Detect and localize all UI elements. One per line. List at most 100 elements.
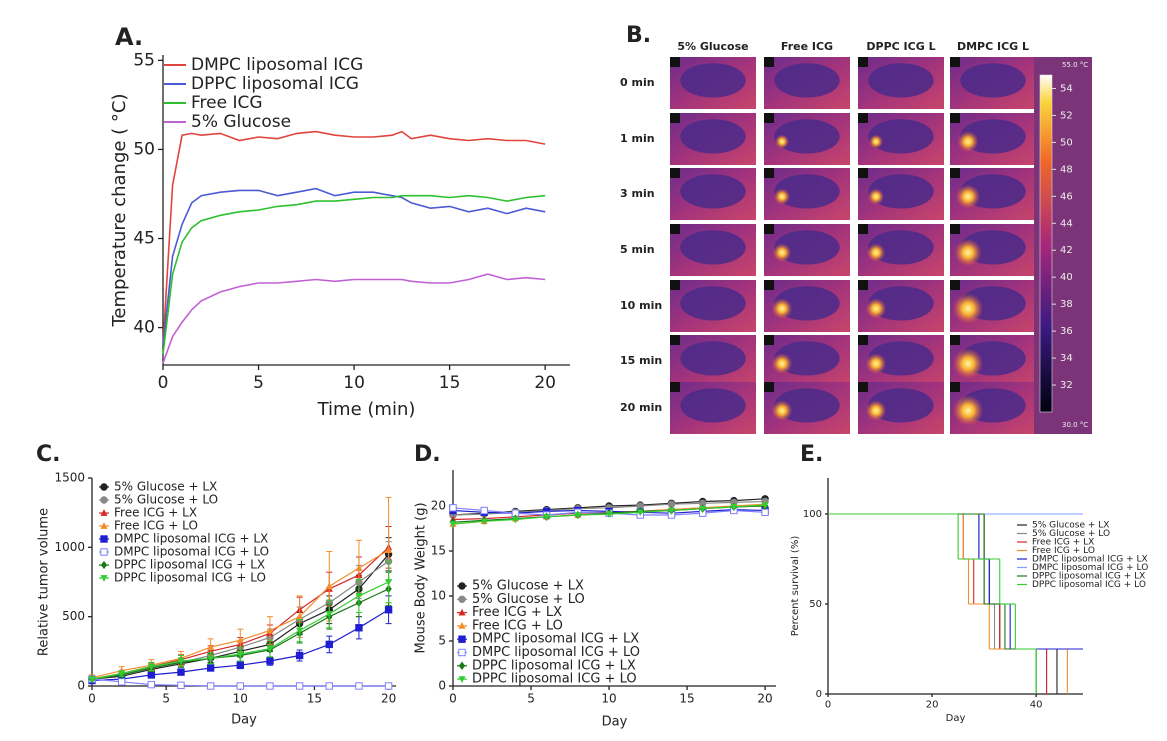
colorbar-tick-label: 52 [1060, 110, 1073, 121]
mouse-body [774, 174, 840, 209]
thermal-image [858, 113, 944, 165]
x-tick-label: 20 [381, 692, 396, 706]
point-marker [266, 682, 274, 690]
x-tick-label: 5 [253, 373, 264, 393]
x-tick-label: 15 [439, 373, 461, 393]
hot-spot [771, 353, 793, 374]
legend-marker [100, 496, 108, 504]
legend-marker [458, 582, 466, 590]
hot-spot [771, 400, 793, 421]
legend-marker [100, 575, 108, 582]
legend-label: DPPC liposomal ICG [191, 74, 359, 94]
point-marker [325, 682, 333, 690]
point-marker [385, 546, 393, 553]
image-corner [670, 57, 680, 67]
mouse-body [680, 63, 746, 98]
mouse-body [868, 63, 934, 98]
point-marker [206, 664, 215, 672]
legend-label: DMPC liposomal ICG + LO [1032, 563, 1148, 573]
point-marker [207, 655, 215, 663]
legend-label: DMPC liposomal ICG + LX [114, 532, 268, 546]
legend-marker [458, 635, 466, 643]
image-corner [764, 280, 774, 290]
legend-label: Free ICG + LO [1032, 546, 1095, 556]
column-header: DPPC ICG L [866, 40, 935, 53]
image-corner [950, 280, 960, 290]
point-marker [325, 582, 333, 590]
y-tick-label: 1000 [54, 540, 85, 554]
legend-marker [458, 676, 466, 683]
thermal-image [950, 168, 1036, 220]
image-corner [858, 335, 868, 345]
x-tick-label: 5 [162, 692, 170, 706]
point-marker [355, 592, 363, 600]
panel-label: A. [115, 23, 143, 51]
x-tick-label: 15 [307, 692, 322, 706]
x-tick-label: 20 [757, 692, 772, 706]
colorbar-tick-label: 40 [1060, 272, 1073, 283]
point-marker [177, 681, 185, 690]
mouse-body [774, 119, 840, 154]
point-marker [385, 579, 393, 586]
colorbar-tick-label: 54 [1060, 83, 1073, 94]
legend-label: Free ICG + LO [472, 618, 563, 633]
image-corner [764, 57, 774, 67]
x-tick-label: 5 [527, 692, 535, 706]
y-tick-label: 0 [816, 689, 822, 700]
thermal-image [670, 382, 756, 434]
point-marker [355, 624, 363, 632]
point-marker [449, 504, 457, 512]
point-marker [177, 658, 185, 665]
thermal-image [764, 335, 850, 387]
point-marker [296, 627, 304, 635]
point-marker [296, 612, 304, 620]
point-marker [266, 657, 274, 665]
image-corner [764, 168, 774, 178]
point-marker [384, 606, 393, 614]
legend-label: 5% Glucose + LO [472, 592, 585, 607]
hot-spot [957, 131, 979, 153]
image-corner [858, 168, 868, 178]
legend-marker [100, 535, 108, 543]
hot-spot [867, 188, 885, 205]
point-marker [177, 668, 185, 676]
colorbar-tick-label: 50 [1060, 137, 1073, 148]
image-corner [950, 113, 960, 123]
panel-label: D. [414, 442, 441, 467]
y-tick-label: 5 [438, 634, 446, 648]
mouse-body [868, 119, 934, 154]
image-corner [670, 168, 680, 178]
colorbar-tick-label: 48 [1060, 164, 1073, 175]
image-corner [670, 335, 680, 345]
x-tick-label: 0 [88, 692, 96, 706]
mouse-body [868, 174, 934, 209]
colorbar-tick-label: 42 [1060, 245, 1073, 256]
mouse-body [680, 341, 746, 376]
legend-marker [100, 509, 108, 516]
mouse-body [960, 63, 1026, 98]
image-corner [670, 113, 680, 123]
thermal-image [764, 224, 850, 276]
point-marker [355, 682, 363, 690]
image-corner [858, 113, 868, 123]
point-marker [574, 512, 582, 519]
hot-spot [868, 134, 884, 149]
legend-marker [458, 608, 466, 616]
legend-label: 5% Glucose + LX [1032, 521, 1109, 531]
hot-spot [773, 188, 791, 205]
point-marker [730, 504, 738, 511]
y-axis-label: Percent survival (%) [790, 536, 801, 637]
point-marker [266, 626, 274, 634]
y-axis-label: Relative tumor volume [37, 508, 52, 656]
y-tick-label: 50 [809, 599, 822, 610]
image-corner [950, 57, 960, 67]
point-marker [207, 643, 215, 651]
hot-spot [774, 134, 790, 149]
hot-spot [865, 353, 887, 374]
colorbar-tick-label: 36 [1060, 326, 1073, 337]
hot-spot [952, 348, 984, 379]
x-tick-label: 15 [679, 692, 694, 706]
point-marker [236, 636, 244, 644]
y-tick-label: 20 [431, 499, 446, 513]
